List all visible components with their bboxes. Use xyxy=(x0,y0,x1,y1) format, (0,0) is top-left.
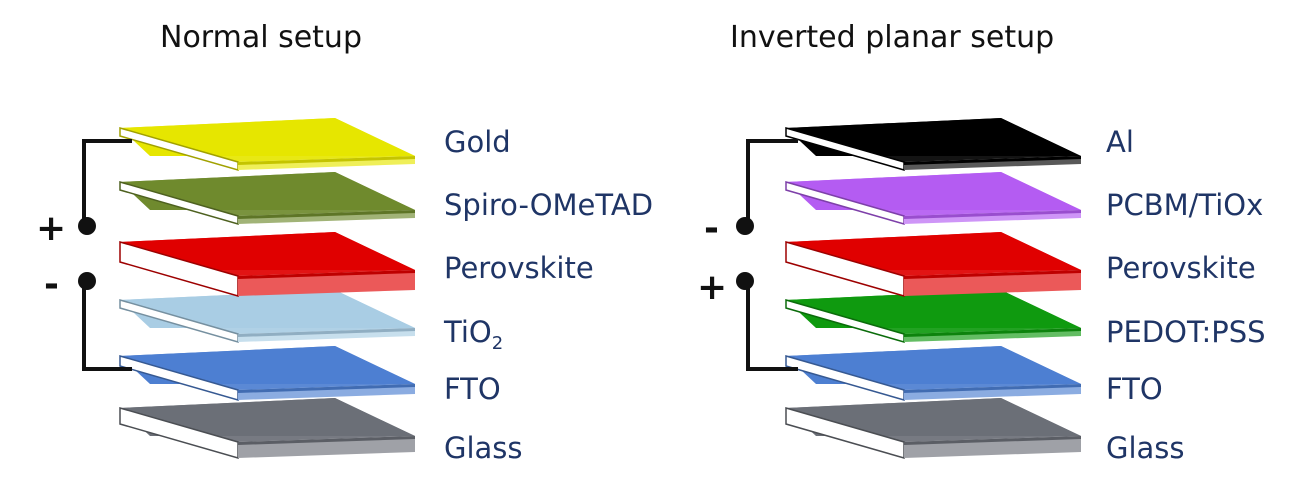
layer-label: Al xyxy=(1106,125,1134,159)
terminal-dot xyxy=(78,217,96,235)
terminal-dot xyxy=(736,217,754,235)
layer-label: Glass xyxy=(444,431,523,465)
layer-label: PCBM/TiOx xyxy=(1106,188,1263,222)
circuit-wire xyxy=(78,139,132,371)
terminal-sign-top: - xyxy=(704,208,719,249)
terminal-sign-bottom: + xyxy=(697,267,727,308)
layer-label: Perovskite xyxy=(444,251,594,285)
circuit-wire xyxy=(736,139,798,371)
layer-label: FTO xyxy=(444,372,501,406)
layer-label: PEDOT:PSS xyxy=(1106,315,1266,349)
layer-slab xyxy=(119,118,415,171)
layer-label: Perovskite xyxy=(1106,251,1256,285)
layer-slab xyxy=(785,290,1081,343)
terminal-dot xyxy=(736,272,754,290)
layer-label: FTO xyxy=(1106,372,1163,406)
panel-normal-setup: Normal setup Gold Spiro-OMeTAD Perovskit… xyxy=(36,20,653,465)
layer-stack xyxy=(119,118,415,459)
layer-slab xyxy=(785,346,1081,401)
terminal-sign-top: + xyxy=(36,208,66,249)
panel-inverted-planar-setup: Inverted planar setup Al PCBM/TiOx Perov… xyxy=(697,20,1266,465)
layer-label: Gold xyxy=(444,125,511,159)
layer-label: TiO2 xyxy=(443,315,503,354)
panel-title: Inverted planar setup xyxy=(730,20,1054,55)
layer-slab xyxy=(119,290,415,343)
layer-slab xyxy=(119,232,415,297)
terminal-sign-bottom: - xyxy=(44,264,59,305)
layer-slab xyxy=(119,346,415,401)
terminal-dot xyxy=(78,272,96,290)
layer-slab xyxy=(119,172,415,225)
panel-title: Normal setup xyxy=(160,20,362,55)
layer-slab xyxy=(785,118,1081,171)
layer-slab xyxy=(785,172,1081,225)
layer-label: Glass xyxy=(1106,431,1185,465)
layer-stack xyxy=(785,118,1081,459)
subscript: 2 xyxy=(492,333,503,354)
layer-slab xyxy=(785,232,1081,297)
layer-slab xyxy=(119,398,415,459)
layer-slab xyxy=(785,398,1081,459)
layer-label: Spiro-OMeTAD xyxy=(444,188,653,222)
